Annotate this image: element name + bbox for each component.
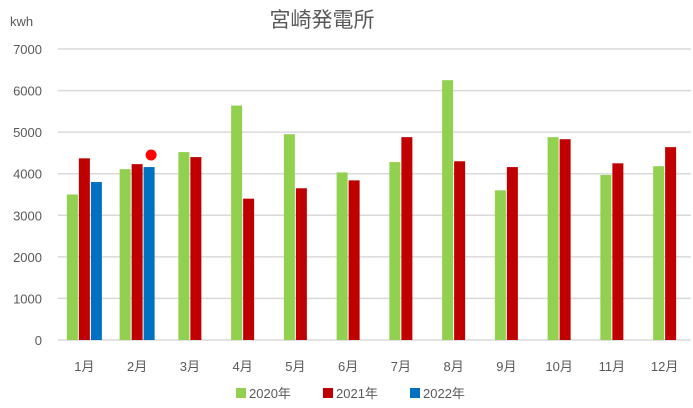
bar-2021年-9月	[506, 167, 518, 340]
legend-label: 2020年	[249, 386, 291, 401]
x-tick-label: 5月	[285, 359, 305, 374]
x-tick-label: 11月	[599, 359, 626, 374]
red-dot-marker	[145, 149, 157, 161]
bar-2020年-5月	[283, 134, 295, 340]
x-tick-label: 9月	[496, 359, 516, 374]
y-tick-label: 6000	[13, 84, 42, 99]
y-tick-label: 0	[35, 333, 42, 348]
bar-2021年-5月	[295, 188, 307, 340]
bar-2020年-8月	[442, 80, 454, 340]
bar-2020年-2月	[119, 169, 131, 340]
bar-2021年-2月	[131, 164, 143, 340]
gridlines	[58, 48, 691, 341]
bar-2020年-10月	[547, 137, 559, 340]
x-tick-label: 10月	[545, 359, 572, 374]
y-tick-label: 4000	[13, 167, 42, 182]
bar-2021年-12月	[665, 147, 677, 340]
bar-2021年-8月	[454, 161, 466, 340]
x-tick-label: 2月	[127, 359, 147, 374]
bar-2020年-4月	[231, 105, 243, 340]
bars	[66, 80, 677, 340]
y-tick-label: 3000	[13, 208, 42, 223]
bar-2020年-3月	[178, 152, 190, 340]
bar-2022年-2月	[143, 167, 155, 340]
bar-2021年-4月	[243, 198, 255, 340]
bar-2020年-7月	[389, 162, 401, 340]
legend-swatch	[323, 388, 333, 398]
bar-2020年-12月	[653, 166, 665, 340]
chart-title: 宮崎発電所	[270, 8, 375, 32]
bar-2021年-1月	[78, 158, 90, 340]
y-tick-label: 7000	[13, 42, 42, 57]
x-tick-label: 3月	[180, 359, 200, 374]
x-tick-label: 7月	[391, 359, 411, 374]
y-tick-label: 5000	[13, 125, 42, 140]
y-tick-label: 2000	[13, 250, 42, 265]
legend: 2020年 2021年 2022年	[236, 386, 465, 401]
bar-2021年-10月	[559, 139, 571, 340]
x-tick-label: 1月	[74, 359, 94, 374]
bar-2020年-11月	[600, 174, 612, 340]
bar-2021年-11月	[612, 163, 624, 340]
y-tick-label: 1000	[13, 291, 42, 306]
x-tick-label: 12月	[651, 359, 678, 374]
x-tick-label: 4月	[233, 359, 253, 374]
bar-2021年-7月	[401, 137, 413, 340]
y-axis-unit-label: kwh	[10, 14, 33, 29]
legend-label: 2022年	[423, 386, 465, 401]
bar-2020年-1月	[66, 194, 78, 340]
legend-swatch	[410, 388, 420, 398]
legend-label: 2021年	[336, 386, 378, 401]
bar-2020年-9月	[494, 190, 506, 340]
bar-2021年-6月	[348, 180, 360, 340]
x-axis-ticks: 1月 2月 3月 4月 5月 6月 7月 8月 9月 10月 11月 12月	[74, 359, 678, 374]
bar-2021年-3月	[190, 157, 202, 340]
legend-swatch	[236, 388, 246, 398]
bar-2020年-6月	[336, 172, 348, 340]
annotations	[145, 149, 157, 161]
bar-2022年-1月	[90, 182, 102, 340]
x-tick-label: 8月	[444, 359, 464, 374]
y-axis-ticks: 0 1000 2000 3000 4000 5000 6000 7000	[13, 42, 42, 348]
x-tick-label: 6月	[338, 359, 358, 374]
